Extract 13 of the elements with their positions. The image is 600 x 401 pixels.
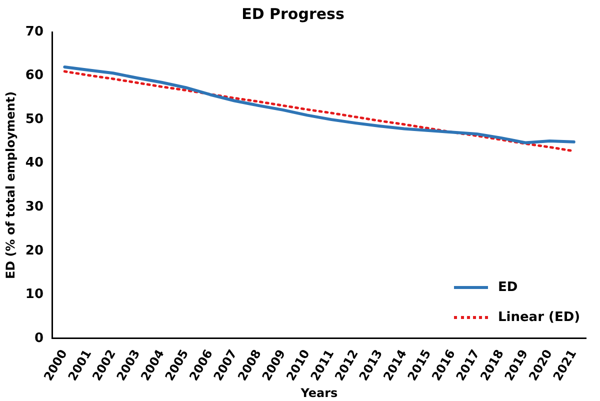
- y-tick-label: 50: [25, 112, 44, 127]
- y-tick-label: 20: [25, 243, 44, 258]
- y-tick-label: 10: [25, 287, 44, 302]
- legend-label: ED: [498, 280, 518, 295]
- y-tick-label: 30: [25, 200, 44, 215]
- y-tick-label: 70: [25, 24, 44, 40]
- y-tick-label: 40: [25, 156, 44, 171]
- x-axis-title: Years: [300, 386, 338, 400]
- legend-label: Linear (ED): [498, 310, 580, 325]
- y-tick-label: 0: [34, 330, 44, 346]
- y-tick-label: 60: [25, 68, 44, 84]
- y-axis-title: ED (% of total employment): [3, 91, 18, 280]
- chart-title: ED Progress: [242, 4, 344, 23]
